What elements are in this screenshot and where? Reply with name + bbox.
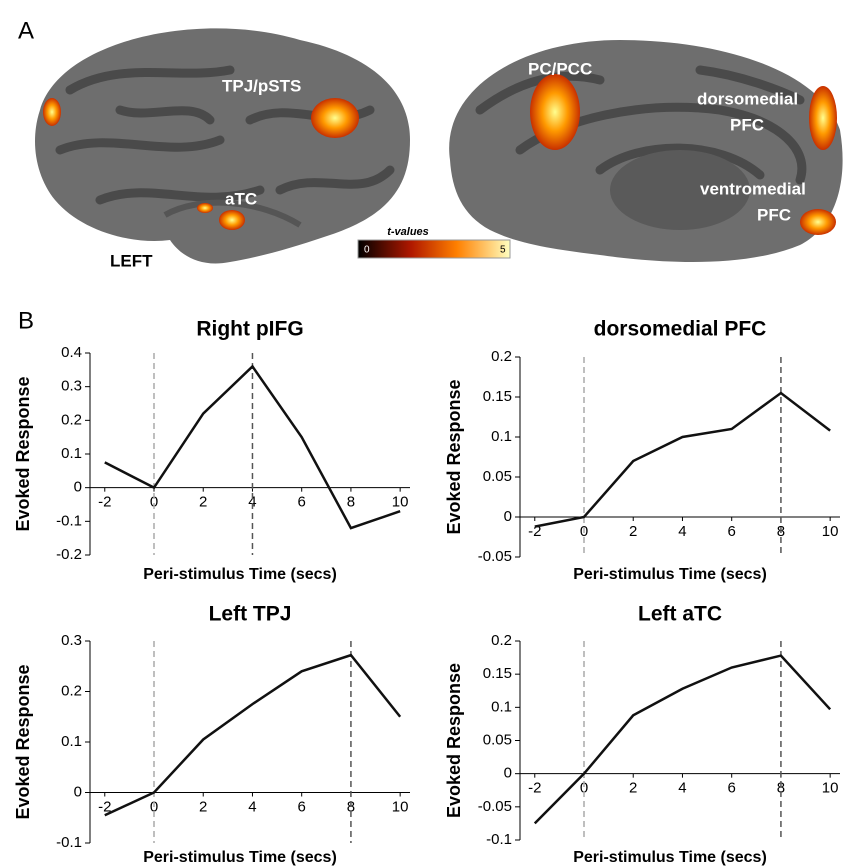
x-tick-label: 10 — [392, 494, 409, 511]
region-label: dorsomedial — [697, 89, 798, 108]
y-axis-label: Evoked Response — [13, 376, 33, 531]
line-series — [534, 391, 831, 528]
y-tick-label: 0.3 — [61, 378, 82, 395]
x-tick-label: -2 — [528, 780, 541, 797]
y-tick-label: -0.2 — [56, 546, 82, 563]
x-tick-label: 2 — [199, 798, 207, 815]
y-tick-label: 0.1 — [491, 698, 512, 715]
colorbar-label: 5 — [500, 245, 506, 256]
y-axis-label: Evoked Response — [13, 664, 33, 819]
x-axis-label: Peri-stimulus Time (secs) — [573, 566, 767, 583]
line-series — [104, 653, 402, 817]
x-tick-label: 10 — [392, 798, 409, 815]
y-tick-label: 0.15 — [483, 388, 512, 405]
x-tick-label: -2 — [98, 798, 111, 815]
y-tick-label: -0.1 — [56, 834, 82, 851]
y-tick-label: 0.3 — [61, 632, 82, 649]
y-tick-label: -0.1 — [56, 512, 82, 529]
x-tick-label: 0 — [150, 494, 158, 511]
region-label: PFC — [730, 115, 764, 134]
y-axis-label: Evoked Response — [444, 663, 464, 818]
chart-title: Right pIFG — [196, 318, 303, 341]
y-tick-label: 0.1 — [61, 445, 82, 462]
x-tick-label: 6 — [298, 798, 306, 815]
y-tick-label: 0.2 — [61, 682, 82, 699]
x-tick-label: 6 — [298, 494, 306, 511]
x-tick-label: 2 — [629, 523, 637, 540]
colorbar-scale — [357, 239, 511, 259]
colorbar-title: t-values — [387, 226, 429, 238]
y-tick-label: 0 — [74, 783, 82, 800]
x-tick-label: 4 — [678, 780, 686, 797]
y-tick-label: 0 — [504, 765, 512, 782]
x-tick-label: -2 — [98, 494, 111, 511]
y-tick-label: 0.15 — [483, 665, 512, 682]
y-tick-label: 0.1 — [61, 733, 82, 750]
chart-title: Left TPJ — [209, 603, 292, 626]
x-tick-label: 6 — [728, 780, 736, 797]
y-tick-label: 0.05 — [483, 468, 512, 485]
x-tick-label: 6 — [728, 523, 736, 540]
line-series — [533, 654, 832, 825]
region-label: PFC — [757, 205, 791, 224]
left-hemisphere: TPJ/pSTS aTC LEFT — [35, 28, 410, 270]
x-tick-label: 2 — [199, 494, 207, 511]
y-tick-label: 0.05 — [483, 731, 512, 748]
y-tick-label: 0.2 — [491, 348, 512, 365]
x-axis-label: Peri-stimulus Time (secs) — [573, 849, 767, 866]
y-tick-label: -0.1 — [486, 831, 512, 848]
x-tick-label: 0 — [580, 780, 588, 797]
y-tick-label: 0 — [504, 508, 512, 525]
right-hemisphere: PC/PCC dorsomedial PFC ventromedial PFC — [449, 40, 843, 263]
x-tick-label: 4 — [678, 523, 686, 540]
x-tick-label: 2 — [629, 780, 637, 797]
x-axis-label: Peri-stimulus Time (secs) — [143, 849, 337, 866]
hemisphere-label: LEFT — [110, 251, 153, 270]
region-label: PC/PCC — [528, 59, 592, 78]
x-tick-label: 10 — [822, 780, 839, 797]
x-tick-label: 8 — [777, 780, 785, 797]
y-tick-label: -0.05 — [478, 798, 512, 815]
x-tick-label: 8 — [347, 494, 355, 511]
panel-label: A — [18, 17, 34, 44]
y-tick-label: 0.4 — [61, 344, 82, 361]
y-axis-label: Evoked Response — [444, 379, 464, 534]
y-tick-label: 0.2 — [491, 632, 512, 649]
region-label: TPJ/pSTS — [222, 76, 301, 95]
y-tick-label: -0.05 — [478, 548, 512, 565]
line-series — [104, 364, 401, 530]
y-tick-label: 0 — [74, 479, 82, 496]
x-tick-label: 4 — [248, 798, 256, 815]
x-axis-label: Peri-stimulus Time (secs) — [143, 566, 337, 583]
colorbar-label: 0 — [364, 245, 370, 256]
chart-title: dorsomedial PFC — [594, 318, 767, 341]
y-tick-label: 0.2 — [61, 411, 82, 428]
x-tick-label: 10 — [822, 523, 839, 540]
y-tick-label: 0.1 — [491, 428, 512, 445]
panel-label: B — [18, 307, 34, 334]
region-label: ventromedial — [700, 179, 806, 198]
x-tick-label: 4 — [248, 494, 256, 511]
colorbar: t-values 0 5 — [357, 226, 511, 259]
region-label: aTC — [225, 189, 257, 208]
chart-title: Left aTC — [638, 603, 722, 626]
